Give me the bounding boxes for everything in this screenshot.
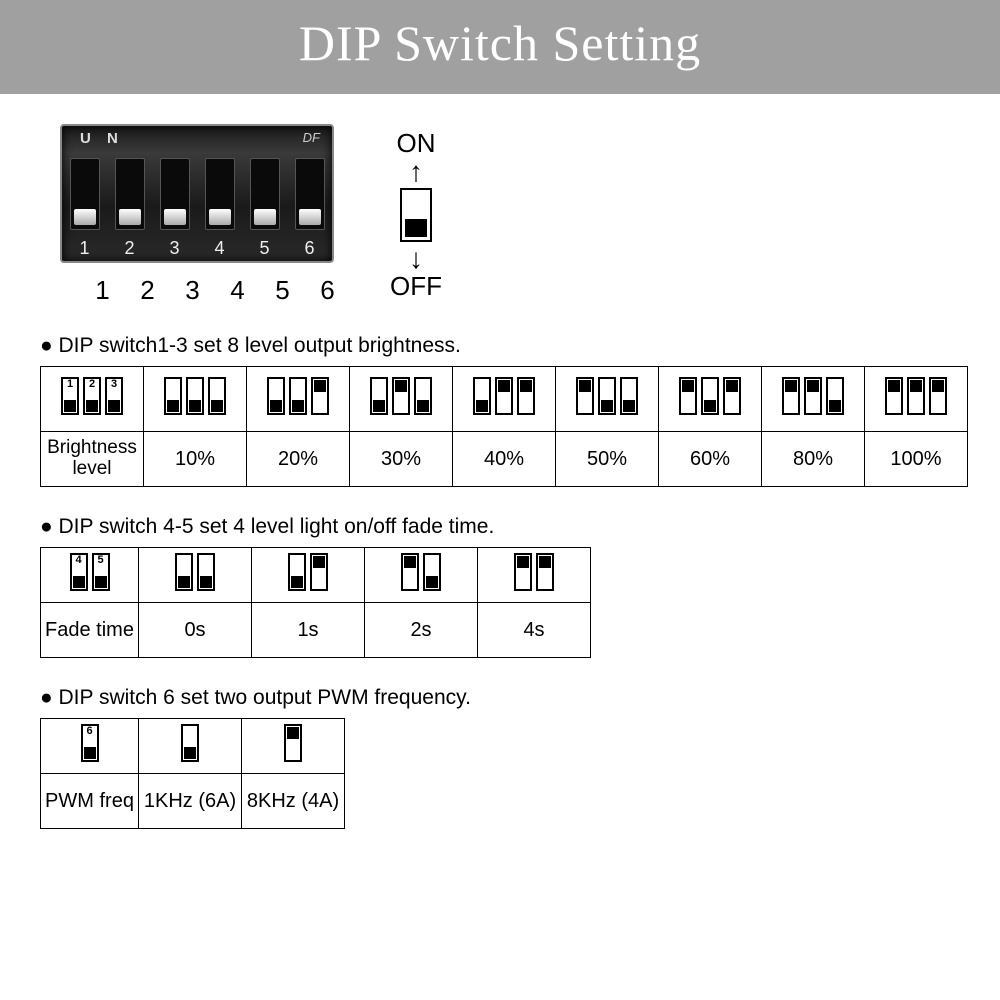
dip-combo-cell [139, 719, 242, 774]
dip-switch-icon: 123 [61, 377, 123, 415]
value-cell: 50% [556, 432, 659, 487]
legend-off-label: OFF [390, 271, 442, 302]
dip-combo-cell [659, 367, 762, 432]
pwm-table: 6 PWM freq1KHz (6A)8KHz (4A) [40, 718, 345, 829]
dip-header-cell: 123 [41, 367, 144, 432]
table-row: PWM freq1KHz (6A)8KHz (4A) [41, 774, 345, 829]
section1-header: ● DIP switch1-3 set 8 level output brigh… [40, 334, 980, 358]
dip-header-cell: 45 [41, 548, 139, 603]
arrow-down-icon: ↓ [409, 246, 423, 271]
table-row: Fade time0s1s2s4s [41, 603, 591, 658]
value-cell: 20% [247, 432, 350, 487]
dip-switch-icon [473, 377, 535, 415]
dip-switch-icon [288, 553, 328, 591]
brightness-table: 123 Brightnesslevel10%20%30%40%50%60%80%… [40, 366, 968, 487]
table-row: 6 [41, 719, 345, 774]
dip-switch-icon [782, 377, 844, 415]
dip-switch-icon [401, 553, 441, 591]
section2-header: ● DIP switch 4-5 set 4 level light on/of… [40, 515, 980, 539]
fade-time-table: 45 Fade time0s1s2s4s [40, 547, 591, 658]
value-cell: 100% [865, 432, 968, 487]
title-bar: DIP Switch Setting [0, 0, 1000, 94]
legend-on-label: ON [397, 128, 436, 159]
dip-header-cell: 6 [41, 719, 139, 774]
dip-switch-icon: 6 [81, 724, 99, 762]
dip-combo-cell [252, 548, 365, 603]
dip-switch-icon [164, 377, 226, 415]
value-cell: 60% [659, 432, 762, 487]
table-row: Brightnesslevel10%20%30%40%50%60%80%100% [41, 432, 968, 487]
dip-combo-cell [865, 367, 968, 432]
row-label: PWM freq [41, 774, 139, 829]
arrow-up-icon: ↑ [409, 159, 423, 184]
content: U N DF 1 2 3 4 5 6 [0, 94, 1000, 829]
table-row: 123 [41, 367, 968, 432]
page-title: DIP Switch Setting [299, 15, 701, 71]
value-cell: 10% [144, 432, 247, 487]
row-label: Fade time [41, 603, 139, 658]
dip-combo-cell [365, 548, 478, 603]
section3-header: ● DIP switch 6 set two output PWM freque… [40, 686, 980, 710]
table-row: 45 [41, 548, 591, 603]
on-off-legend: ON ↑ ↓ OFF [390, 128, 442, 302]
dip-combo-cell [139, 548, 252, 603]
dip-combo-cell [350, 367, 453, 432]
value-cell: 8KHz (4A) [242, 774, 345, 829]
value-cell: 30% [350, 432, 453, 487]
dip-combo-cell [242, 719, 345, 774]
value-cell: 1KHz (6A) [139, 774, 242, 829]
row-label: Brightnesslevel [41, 432, 144, 487]
value-cell: 2s [365, 603, 478, 658]
dip-switch-icon [267, 377, 329, 415]
dip-switch-icon [284, 724, 302, 762]
dip-switch-icon [885, 377, 947, 415]
dip-switch-icon [175, 553, 215, 591]
dip-photo: U N DF 1 2 3 4 5 6 [60, 124, 350, 263]
dip-switch-icon [514, 553, 554, 591]
dip-diagram: U N DF 1 2 3 4 5 6 [60, 124, 980, 306]
dip-combo-cell [478, 548, 591, 603]
dip-combo-cell [247, 367, 350, 432]
dip-switch-icon [181, 724, 199, 762]
dip-switch-icon [370, 377, 432, 415]
dip-combo-cell [144, 367, 247, 432]
value-cell: 40% [453, 432, 556, 487]
dip-switch-icon: 45 [70, 553, 110, 591]
dip-combo-cell [556, 367, 659, 432]
dip-switch-icon [679, 377, 741, 415]
dip-under-numbers: 1 2 3 4 5 6 [80, 275, 350, 306]
value-cell: 0s [139, 603, 252, 658]
dip-switch-icon [576, 377, 638, 415]
dip-body-label: U N [80, 130, 124, 147]
dip-combo-cell [762, 367, 865, 432]
dip-body-numbers: 1 2 3 4 5 6 [62, 238, 332, 259]
value-cell: 1s [252, 603, 365, 658]
value-cell: 80% [762, 432, 865, 487]
value-cell: 4s [478, 603, 591, 658]
dip-brand-label: DF [303, 130, 320, 145]
dip-combo-cell [453, 367, 556, 432]
legend-switch-icon [400, 188, 432, 242]
